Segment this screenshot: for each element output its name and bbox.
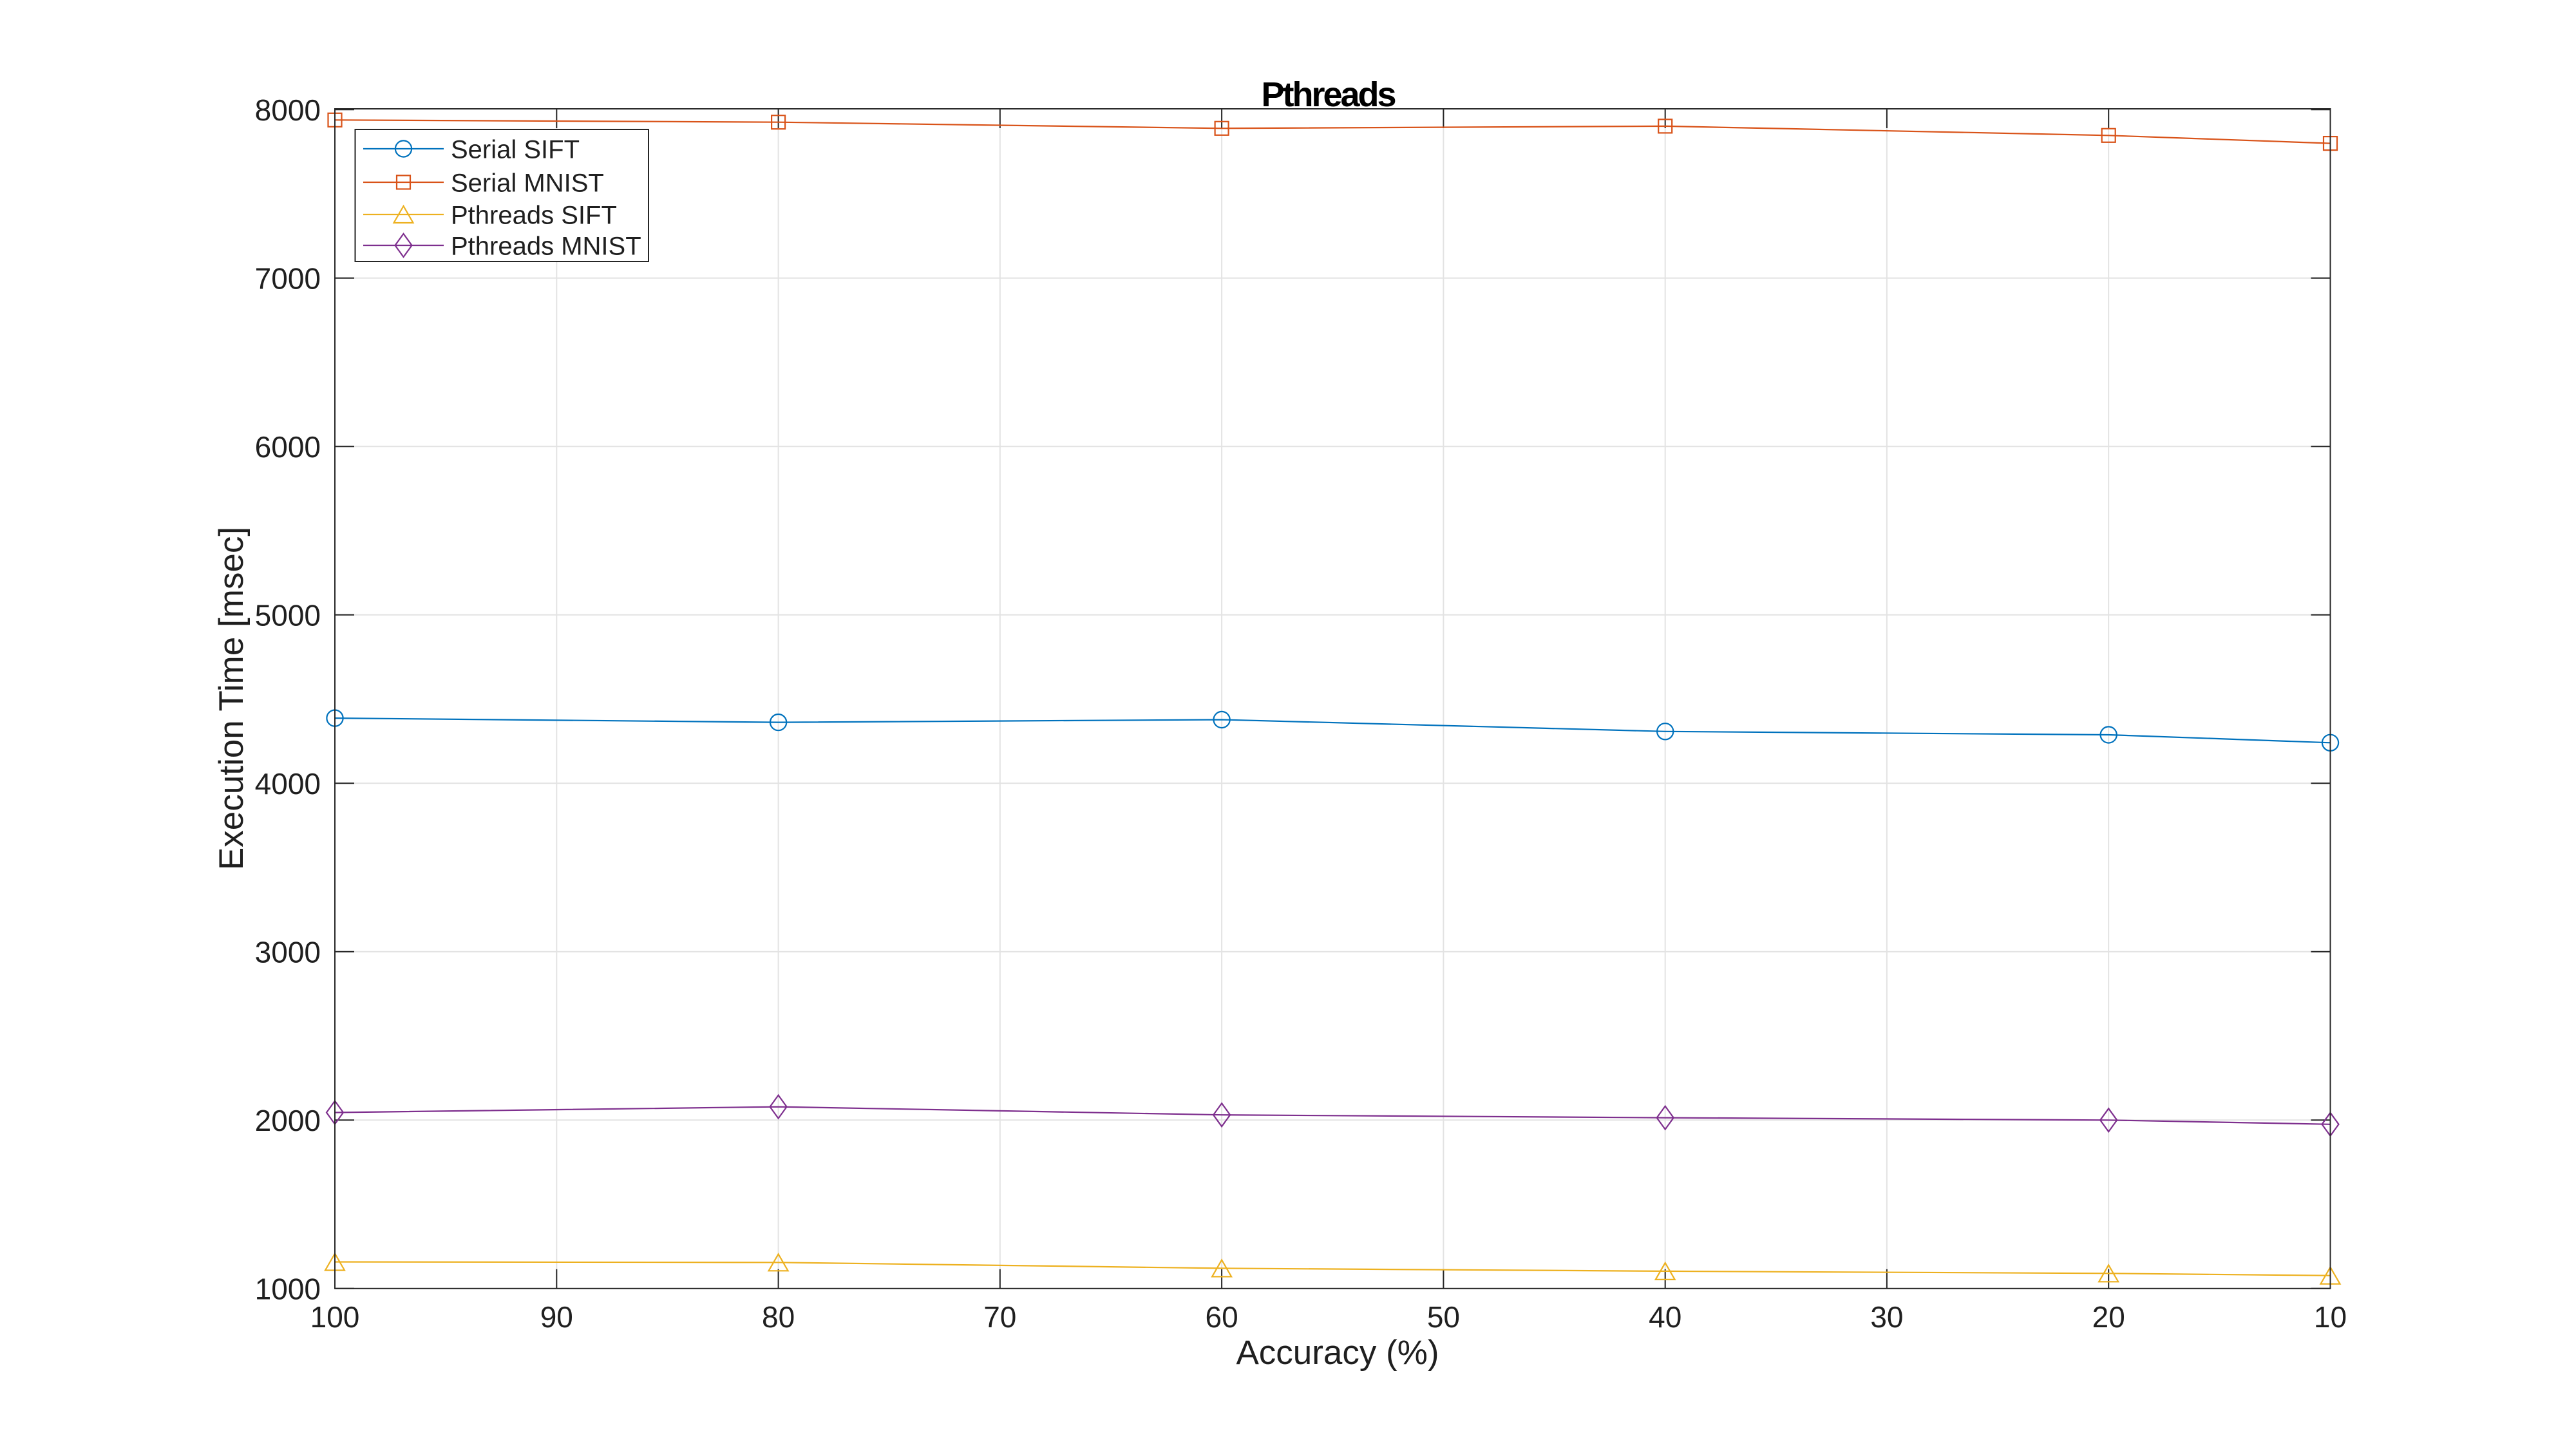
svg-text:5000: 5000	[255, 598, 321, 632]
svg-text:50: 50	[1427, 1300, 1460, 1334]
svg-text:30: 30	[1870, 1300, 1903, 1334]
svg-text:80: 80	[762, 1300, 795, 1334]
svg-text:Execution Time [msec]: Execution Time [msec]	[213, 527, 251, 870]
svg-text:70: 70	[983, 1300, 1016, 1334]
svg-text:Serial SIFT: Serial SIFT	[451, 136, 580, 164]
svg-text:Pthreads MNIST: Pthreads MNIST	[451, 232, 641, 261]
svg-text:90: 90	[540, 1300, 573, 1334]
svg-text:4000: 4000	[255, 767, 321, 800]
svg-text:10: 10	[2314, 1300, 2347, 1334]
svg-text:Serial MNIST: Serial MNIST	[451, 169, 604, 198]
svg-text:Pthreads: Pthreads	[1261, 75, 1395, 114]
svg-text:20: 20	[2092, 1300, 2125, 1334]
svg-text:Pthreads SIFT: Pthreads SIFT	[451, 202, 617, 230]
svg-text:3000: 3000	[255, 935, 321, 969]
svg-text:2000: 2000	[255, 1104, 321, 1137]
svg-text:60: 60	[1206, 1300, 1238, 1334]
svg-text:1000: 1000	[255, 1272, 321, 1305]
svg-text:Accuracy (%): Accuracy (%)	[1236, 1334, 1439, 1372]
svg-text:100: 100	[310, 1300, 360, 1334]
svg-text:6000: 6000	[255, 430, 321, 464]
svg-text:40: 40	[1649, 1300, 1681, 1334]
svg-text:8000: 8000	[255, 93, 321, 127]
svg-text:7000: 7000	[255, 261, 321, 295]
